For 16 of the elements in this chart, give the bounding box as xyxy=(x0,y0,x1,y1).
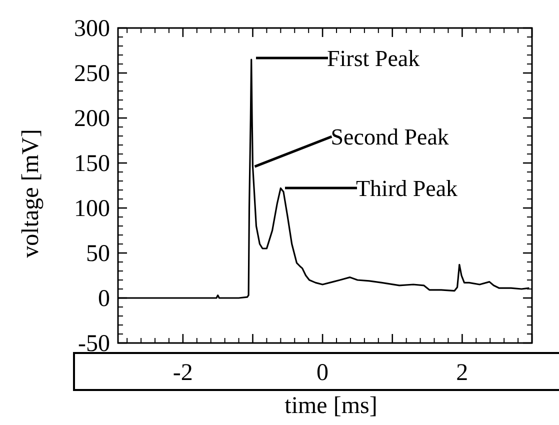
annotation: Third Peak xyxy=(356,176,458,201)
y-tick-label: 250 xyxy=(74,61,110,87)
y-tick-label: 150 xyxy=(74,151,110,177)
y-tick-label: 300 xyxy=(74,16,110,42)
y-tick-label: 0 xyxy=(98,286,110,312)
x-tick-label: 0 xyxy=(316,360,329,386)
annotation: Second Peak xyxy=(330,124,450,150)
x-tick-label: -2 xyxy=(172,360,193,386)
y-tick-label: -50 xyxy=(78,331,110,357)
x-axis-title: time [ms] xyxy=(284,393,378,419)
y-tick-label: 100 xyxy=(74,196,110,222)
x-tick-label: 2 xyxy=(456,360,468,386)
y-axis-title: voltage [mV] xyxy=(18,129,44,258)
y-tick-label: 200 xyxy=(74,106,110,132)
y-tick-label: 50 xyxy=(86,241,110,267)
annotation: First Peak xyxy=(327,46,420,71)
